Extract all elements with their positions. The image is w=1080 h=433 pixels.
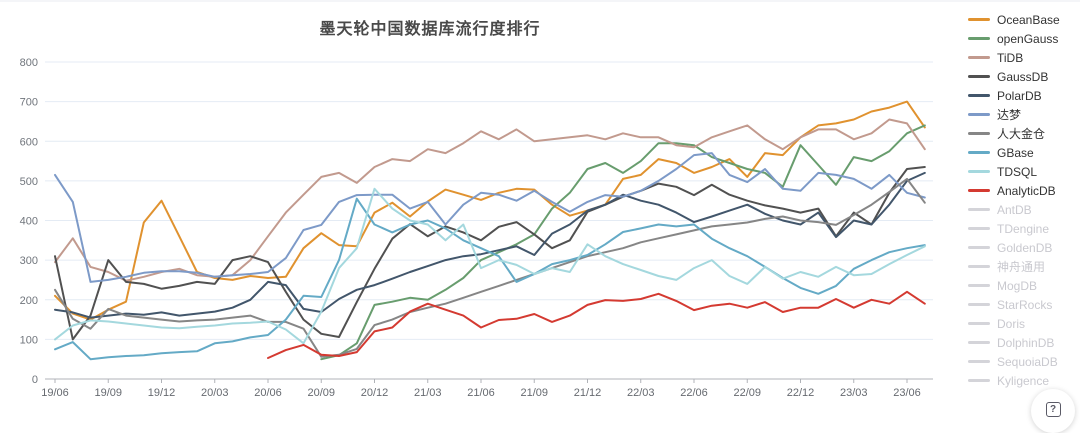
chart-title: 墨天轮中国数据库流行度排行 (319, 21, 541, 38)
x-axis-tick-label: 20/03 (201, 387, 229, 399)
y-axis-tick-label: 100 (20, 334, 38, 346)
x-axis-tick-label: 20/06 (254, 387, 282, 399)
legend-item-TiDB[interactable]: TiDB (968, 48, 1080, 67)
x-axis-tick-label: 21/09 (520, 387, 548, 399)
legend-item-PolarDB[interactable]: PolarDB (968, 86, 1080, 105)
x-axis-tick-label: 22/12 (787, 387, 815, 399)
series-line-AnalyticDB (267, 290, 926, 359)
legend-marker-icon (968, 246, 990, 249)
y-axis-tick-label: 200 (20, 295, 38, 307)
legend-label: TDengine (997, 221, 1050, 236)
legend-label: Kyligence (997, 373, 1050, 388)
x-axis-tick-label: 22/03 (627, 387, 655, 399)
legend-marker-icon (968, 265, 990, 268)
x-axis-tick-label: 23/06 (893, 387, 921, 399)
legend-label: GBase (997, 145, 1034, 160)
legend-marker-icon (968, 227, 990, 230)
y-axis-tick-label: 500 (20, 176, 38, 188)
legend-label: GoldenDB (997, 240, 1053, 255)
legend-item-AntDB[interactable]: AntDB (968, 200, 1080, 219)
legend-item-MogDB[interactable]: MogDB (968, 276, 1080, 295)
x-axis-tick-label: 20/12 (361, 387, 389, 399)
legend-marker-icon (968, 208, 990, 211)
legend-label: SequoiaDB (997, 354, 1058, 369)
legend-marker-icon (968, 113, 990, 116)
legend-item-Kyligence[interactable]: Kyligence (968, 371, 1080, 390)
series-line-openGauss (320, 124, 926, 361)
series-line-TDSQL (54, 187, 926, 345)
legend-marker-icon (968, 189, 990, 192)
legend-item-OceanBase[interactable]: OceanBase (968, 10, 1080, 29)
legend-label: OceanBase (997, 12, 1060, 27)
legend-item-AnalyticDB[interactable]: AnalyticDB (968, 181, 1080, 200)
series-line-TiDB (54, 118, 926, 282)
legend-label: StarRocks (997, 297, 1053, 312)
legend-item-DolphinDB[interactable]: DolphinDB (968, 333, 1080, 352)
legend-marker-icon (968, 303, 990, 306)
legend-marker-icon (968, 170, 990, 173)
y-axis-tick-label: 400 (20, 216, 38, 228)
x-axis-tick-label: 23/03 (840, 387, 868, 399)
legend-label: GaussDB (997, 69, 1049, 84)
legend-item-StarRocks[interactable]: StarRocks (968, 295, 1080, 314)
legend-marker-icon (968, 322, 990, 325)
y-axis-tick-label: 300 (20, 255, 38, 267)
legend-label: PolarDB (997, 88, 1042, 103)
legend-label: 神舟通用 (997, 260, 1046, 274)
y-axis-tick-label: 700 (20, 97, 38, 109)
legend-label: AnalyticDB (997, 183, 1056, 198)
legend-marker-icon (968, 284, 990, 287)
legend-marker-icon (968, 360, 990, 363)
line-chart-plot-area: 0 100 200 300 400 500 600 700 800 19/06 19/09 19/12… (20, 57, 933, 399)
legend-item-Doris[interactable]: Doris (968, 314, 1080, 333)
legend-label: AntDB (997, 202, 1032, 217)
chart-legend: OceanBase openGauss TiDB GaussDB PolarDB 达梦人大… (968, 10, 1080, 390)
legend-marker-icon (968, 132, 990, 135)
legend-marker-icon (968, 151, 990, 154)
x-axis-tick-label: 20/09 (307, 387, 335, 399)
help-button[interactable]: ? (1031, 389, 1075, 433)
question-mark-icon: ? (1045, 402, 1061, 417)
legend-marker-icon (968, 56, 990, 59)
legend-marker-icon (968, 37, 990, 40)
legend-label: MogDB (997, 278, 1038, 293)
legend-item-人大金仓[interactable]: 人大金仓 (968, 124, 1080, 143)
legend-marker-icon (968, 379, 990, 382)
series-line-人大金仓 (54, 177, 926, 358)
series-line-GaussDB (54, 166, 926, 341)
legend-label: openGauss (997, 31, 1059, 46)
x-axis-tick-label: 21/06 (467, 387, 495, 399)
legend-label: Doris (997, 316, 1026, 331)
legend-item-GoldenDB[interactable]: GoldenDB (968, 238, 1080, 257)
legend-item-GaussDB[interactable]: GaussDB (968, 67, 1080, 86)
legend-label: TDSQL (997, 164, 1038, 179)
x-axis-tick-label: 22/06 (680, 387, 708, 399)
legend-item-openGauss[interactable]: openGauss (968, 29, 1080, 48)
legend-label: DolphinDB (997, 335, 1055, 350)
legend-item-达梦[interactable]: 达梦 (968, 105, 1080, 124)
legend-label: TiDB (997, 50, 1024, 65)
legend-marker-icon (968, 18, 990, 21)
series-line-达梦 (54, 152, 926, 283)
x-axis-tick-label: 21/12 (574, 387, 602, 399)
legend-marker-icon (968, 94, 990, 97)
legend-label: 达梦 (997, 108, 1022, 122)
x-axis-tick-label: 19/12 (148, 387, 176, 399)
x-axis-tick-label: 21/03 (414, 387, 442, 399)
legend-label: 人大金仓 (997, 127, 1046, 141)
x-axis-tick-label: 22/09 (733, 387, 761, 399)
y-axis-tick-label: 0 (32, 374, 38, 386)
y-axis-tick-label: 800 (20, 57, 38, 69)
legend-item-GBase[interactable]: GBase (968, 143, 1080, 162)
legend-marker-icon (968, 75, 990, 78)
legend-item-SequoiaDB[interactable]: SequoiaDB (968, 352, 1080, 371)
legend-marker-icon (968, 341, 990, 344)
x-axis-tick-label: 19/06 (41, 387, 69, 399)
legend-item-TDengine[interactable]: TDengine (968, 219, 1080, 238)
legend-item-神舟通用[interactable]: 神舟通用 (968, 257, 1080, 276)
legend-item-TDSQL[interactable]: TDSQL (968, 162, 1080, 181)
x-axis-tick-label: 19/09 (94, 387, 122, 399)
y-axis-tick-label: 600 (20, 136, 38, 148)
